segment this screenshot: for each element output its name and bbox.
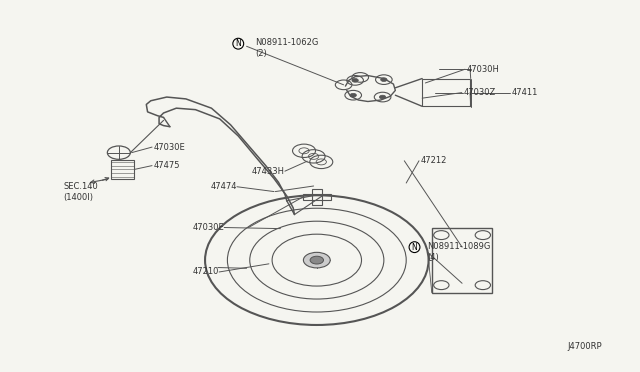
Bar (303, 194, 331, 200)
Circle shape (350, 93, 356, 97)
Text: (1400I): (1400I) (63, 193, 93, 202)
Text: N08911-1062G: N08911-1062G (255, 38, 318, 47)
Text: N: N (236, 39, 241, 48)
Text: 47474: 47474 (211, 182, 237, 191)
Text: SEC.140: SEC.140 (63, 182, 98, 191)
Circle shape (310, 256, 323, 264)
Text: 47030Z: 47030Z (464, 88, 496, 97)
Text: (4): (4) (428, 253, 439, 262)
Text: 47433H: 47433H (252, 167, 285, 176)
Text: 47030E: 47030E (154, 142, 186, 151)
Text: 47030H: 47030H (467, 65, 500, 74)
Text: 47411: 47411 (511, 88, 538, 97)
Text: J4700RP: J4700RP (568, 341, 602, 350)
Text: 47210: 47210 (193, 267, 219, 276)
Text: 47030E: 47030E (193, 223, 224, 232)
Bar (111, 160, 134, 179)
Bar (422, 78, 470, 106)
Circle shape (380, 95, 386, 99)
Circle shape (381, 78, 387, 81)
Circle shape (352, 78, 358, 82)
Text: 47475: 47475 (154, 161, 180, 170)
Text: 47212: 47212 (421, 156, 447, 165)
Bar (432, 228, 492, 292)
Text: N: N (412, 243, 417, 251)
Text: N08911-1089G: N08911-1089G (428, 242, 491, 251)
Text: (2): (2) (255, 49, 267, 58)
Bar (312, 189, 322, 205)
Circle shape (303, 252, 330, 268)
